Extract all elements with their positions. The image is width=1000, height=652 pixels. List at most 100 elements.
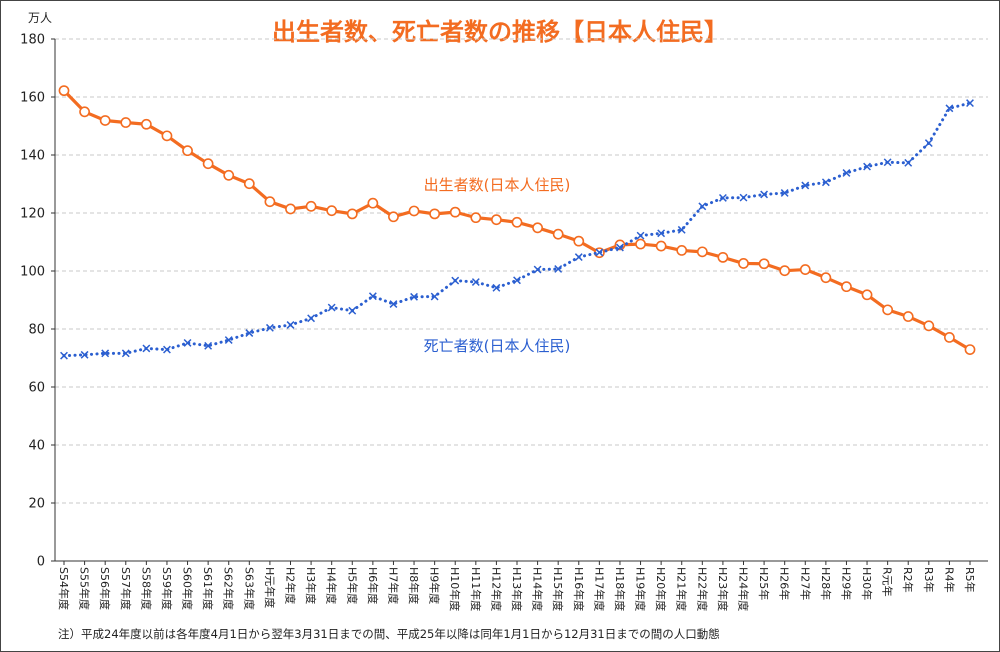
x-tick-label: S61年度 [201,567,215,610]
death-point [183,338,192,347]
x-tick-label: H18年度 [613,567,627,611]
birth-point [388,211,399,223]
series-layer [58,85,976,360]
y-tick-label: 0 [37,555,45,570]
x-tick-label: R3年 [922,567,936,593]
birth-point [79,106,90,118]
birth-point [635,238,646,250]
x-tick-label: H16年度 [572,567,586,611]
death-series [60,99,974,360]
birth-point [243,178,255,190]
x-tick-label: R元年 [881,567,895,597]
chart-title: 出生者数、死亡者数の推移【日本人住民】 [272,18,728,46]
birth-point [367,197,379,209]
birth-point [696,246,708,258]
birth-point [285,203,296,215]
y-tick-label: 100 [20,265,45,280]
x-tick-label: S58年度 [139,567,153,610]
birth-point [779,265,791,277]
x-tick-label: H2年度 [284,567,298,604]
birth-point [738,258,749,269]
death-point [286,321,295,329]
death-point [945,104,954,113]
x-tick-label: H30年 [860,567,874,600]
x-tick-label: H3年度 [304,567,318,604]
death-point [616,243,624,252]
birth-point [470,212,482,224]
death-point [636,231,645,240]
birth-point [264,196,276,208]
birth-point [408,205,420,217]
death-point [204,341,213,350]
x-tick-label: H6年度 [366,567,380,604]
birth-series-label: 出生者数(日本人住民) [424,176,571,194]
x-tick-label: S56年度 [98,567,112,610]
x-tick-label: H10年度 [448,567,462,611]
death-point [101,349,110,358]
birth-point [305,200,317,212]
x-tick-label: H4年度 [325,567,339,604]
y-tick-label: 120 [20,207,45,222]
birth-point [120,117,132,128]
x-tick-label: H26年 [778,567,792,600]
death-point [718,193,727,202]
birth-point [161,130,173,142]
death-point [121,349,130,358]
death-point [574,253,583,262]
death-line [62,101,972,358]
x-tick-label: R5年 [963,567,977,593]
birth-point [58,85,70,97]
x-tick-label: H25年 [757,567,771,600]
birth-point [346,208,358,220]
death-point [224,336,233,344]
x-tick-label: S59年度 [160,567,174,610]
death-point [265,323,274,332]
birth-point [223,169,235,181]
death-point [842,169,851,177]
death-point [801,181,810,190]
birth-point [902,311,914,322]
x-tick-label: H21年度 [675,567,689,611]
y-tick-label: 60 [28,381,45,396]
birth-point [944,332,955,343]
birth-point [182,145,193,157]
x-tick-label: H20年度 [654,567,668,611]
x-tick-label: S54年度 [57,567,71,610]
birth-point [552,228,564,240]
death-point [430,292,439,301]
death-point [780,189,789,197]
death-point [554,265,563,273]
death-point [677,225,686,234]
y-tick-label: 140 [20,149,45,164]
birth-point [820,272,832,284]
birth-point [140,118,152,130]
birth-point [202,158,214,170]
death-point [904,158,913,167]
x-tick-label: H14年度 [531,567,545,611]
x-tick-label: R2年 [901,567,915,593]
birth-point [923,320,935,332]
birth-point [99,115,111,126]
death-point [142,344,151,353]
death-point [883,158,892,167]
death-point [471,278,480,286]
death-point [451,276,460,285]
x-tick-label: H19年度 [634,567,648,611]
x-tick-label: H24年度 [737,567,751,611]
x-tick-label: S63年度 [242,567,256,610]
death-point [924,139,933,148]
x-tick-label: H7年度 [386,567,400,604]
birth-point [532,222,543,234]
death-point [348,306,357,315]
birth-point [326,205,338,217]
death-point [966,99,974,108]
x-tick-label: H元年度 [263,567,277,608]
birth-point [841,281,852,293]
birth-point [676,245,688,256]
death-point [739,193,748,202]
y-tick-label: 40 [28,439,45,454]
death-point [80,350,89,359]
death-point [760,190,769,199]
death-point [410,292,418,301]
